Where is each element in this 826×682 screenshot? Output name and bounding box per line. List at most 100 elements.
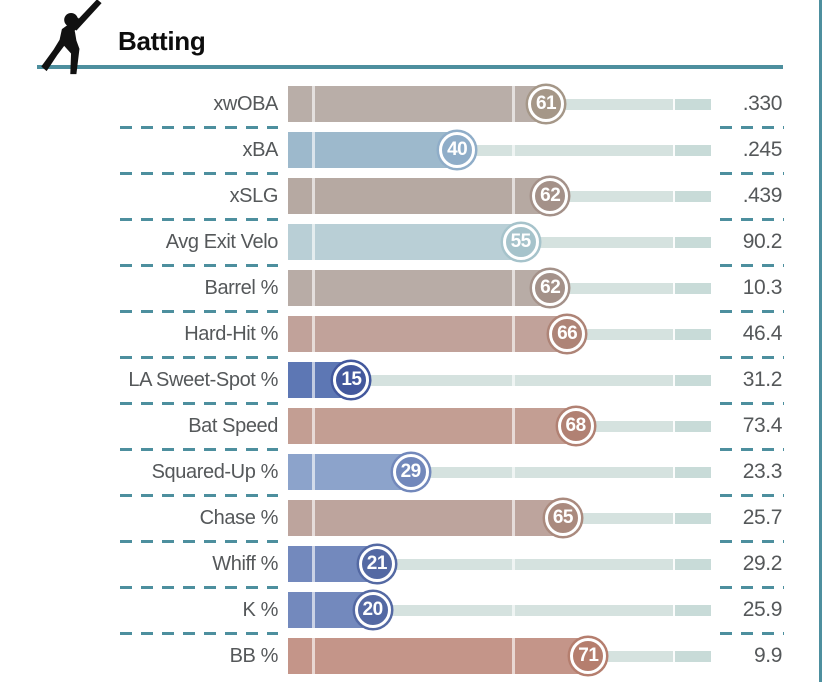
stat-row: K % 20 25.9: [0, 587, 826, 635]
row-separator-right: [720, 447, 784, 451]
percentile-badge: 20: [354, 592, 391, 628]
percentile-badge: 65: [544, 500, 581, 536]
bar-tick-low: [312, 178, 315, 214]
row-separator-left: [120, 309, 278, 313]
bar-tick-mid: [512, 374, 515, 386]
bar-tick-low: [312, 592, 315, 628]
stat-row: LA Sweet-Spot % 15 31.2: [0, 357, 826, 405]
percentile-badge: 68: [557, 408, 594, 444]
bar-fill: [288, 132, 458, 168]
bar-tick-high: [672, 374, 676, 386]
stat-row: Squared-Up % 29 23.3: [0, 449, 826, 497]
stat-label: xBA: [242, 138, 279, 161]
bar-tick-low: [312, 270, 315, 306]
bar-tick-low: [312, 86, 315, 122]
bar-fill: [288, 270, 551, 306]
bar-track: [288, 144, 711, 156]
percentile-bar: 20: [288, 592, 711, 628]
stat-label: Hard-Hit %: [184, 322, 278, 345]
bar-tick-low: [312, 362, 315, 398]
percentile-bar: 68: [288, 408, 711, 444]
stat-value: 25.7: [742, 506, 783, 529]
bar-tick-mid: [512, 638, 515, 674]
stat-value: .245: [742, 138, 783, 161]
bar-tick-low: [312, 132, 315, 168]
bar-tick-mid: [512, 500, 515, 536]
row-separator-left: [120, 263, 278, 267]
stat-label: Bat Speed: [188, 414, 278, 437]
bar-fill: [288, 224, 521, 260]
section-title: Batting: [118, 26, 206, 56]
panel-right-border: [819, 0, 822, 682]
bar-track-end: [675, 650, 711, 662]
percentile-badge: 62: [532, 178, 569, 214]
bar-tick-low: [312, 454, 315, 490]
bar-track-end: [675, 328, 711, 340]
bar-track-end: [675, 190, 711, 202]
percentile-badge: 15: [333, 362, 370, 398]
bar-tick-mid: [512, 466, 515, 478]
percentile-bar: 62: [288, 178, 711, 214]
bar-track-end: [675, 604, 711, 616]
stat-row: xBA 40 .245: [0, 127, 826, 175]
bar-tick-mid: [512, 144, 515, 156]
stat-row: Hard-Hit % 66 46.4: [0, 311, 826, 359]
row-separator-right: [720, 309, 784, 313]
stat-row: xwOBA 61 .330: [0, 81, 826, 129]
bar-track-end: [675, 144, 711, 156]
stat-row: Barrel % 62 10.3: [0, 265, 826, 313]
stat-label: xwOBA: [213, 92, 278, 115]
percentile-bar: 71: [288, 638, 711, 674]
bar-fill: [288, 408, 576, 444]
bar-tick-mid: [512, 316, 515, 352]
stat-row: Whiff % 21 29.2: [0, 541, 826, 589]
percentile-badge: 71: [570, 638, 607, 674]
stat-value: 9.9: [754, 644, 782, 667]
row-separator-left: [120, 125, 278, 129]
bar-fill: [288, 178, 551, 214]
percentile-badge: 61: [528, 86, 565, 122]
row-separator-left: [120, 585, 278, 589]
row-separator-left: [120, 401, 278, 405]
bar-tick-high: [672, 328, 676, 340]
bar-tick-high: [672, 98, 676, 110]
row-separator-left: [120, 171, 278, 175]
bar-tick-mid: [512, 178, 515, 214]
row-separator-right: [720, 217, 784, 221]
percentile-badge: 29: [392, 454, 429, 490]
row-separator-left: [120, 217, 278, 221]
bar-tick-low: [312, 224, 315, 260]
percentile-badge: 21: [358, 546, 395, 582]
stat-value: 90.2: [742, 230, 783, 253]
bar-tick-high: [672, 236, 676, 248]
bar-tick-high: [672, 190, 676, 202]
bar-track: [288, 466, 711, 478]
stat-value: 10.3: [742, 276, 783, 299]
percentile-badge: 66: [549, 316, 586, 352]
row-separator-left: [120, 631, 278, 635]
stat-value: 25.9: [742, 598, 783, 621]
stat-row: Chase % 65 25.7: [0, 495, 826, 543]
bar-track-end: [675, 512, 711, 524]
bar-tick-high: [672, 650, 676, 662]
stat-row: Bat Speed 68 73.4: [0, 403, 826, 451]
stat-row: BB % 71 9.9: [0, 633, 826, 679]
stat-label: Chase %: [199, 506, 279, 529]
bar-track-end: [675, 236, 711, 248]
bar-track-end: [675, 466, 711, 478]
stat-row: Avg Exit Velo 55 90.2: [0, 219, 826, 267]
stat-value: .330: [742, 92, 783, 115]
percentile-bar: 29: [288, 454, 711, 490]
stat-label: K %: [242, 598, 279, 621]
percentile-badge: 62: [532, 270, 569, 306]
bar-tick-mid: [512, 408, 515, 444]
stat-label: Barrel %: [204, 276, 279, 299]
bar-fill: [288, 454, 411, 490]
row-separator-left: [120, 493, 278, 497]
bar-tick-low: [312, 408, 315, 444]
bar-tick-low: [312, 316, 315, 352]
bar-track: [288, 604, 711, 616]
bar-tick-low: [312, 500, 315, 536]
bar-tick-high: [672, 512, 676, 524]
